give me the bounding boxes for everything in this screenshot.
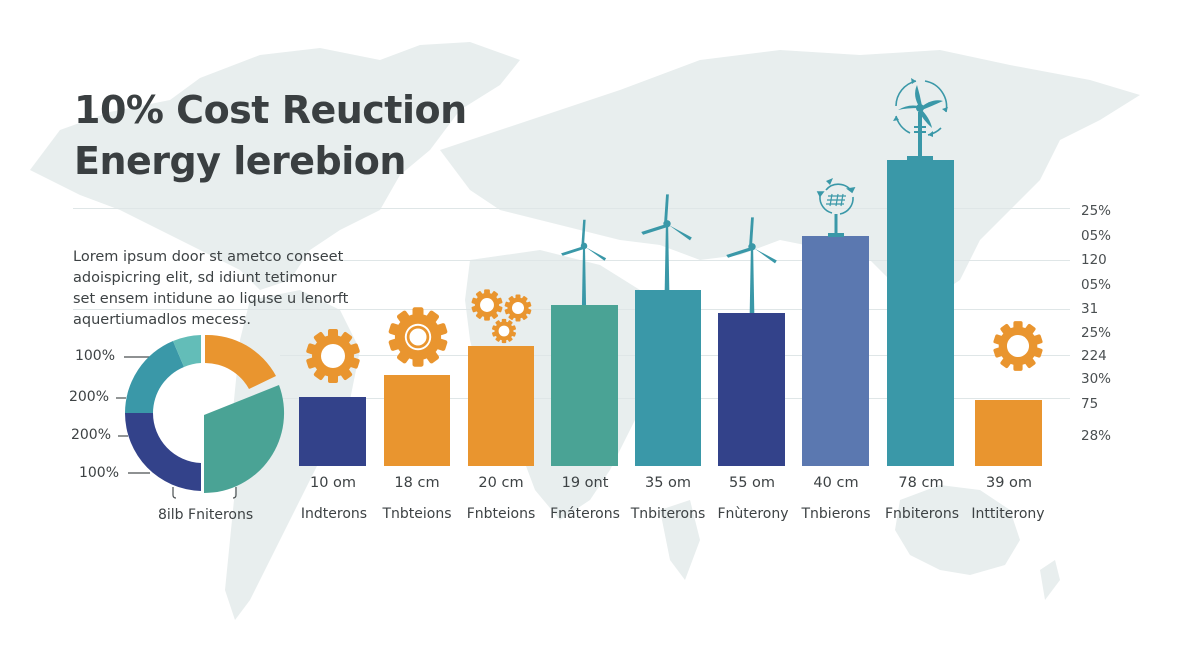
right-axis-label: 05% [1081, 277, 1112, 293]
bar-category-label: Inttiterony [971, 506, 1045, 522]
gear-icon [388, 307, 448, 367]
right-axis-label: 28% [1081, 428, 1112, 444]
bar-value-label: 18 cm [394, 475, 440, 491]
gridline [330, 260, 1070, 261]
donut-slice-navy [124, 413, 201, 491]
bar-category-label: Fnbiterons [885, 506, 959, 522]
bar-value-label: 10 om [309, 475, 357, 491]
donut-graphic [116, 334, 285, 499]
bar-value-label: 55 om [728, 475, 776, 491]
title-line-1: 10% Cost Reuction [74, 88, 467, 132]
bar-8 [887, 160, 954, 466]
right-axis-label: 31 [1081, 301, 1099, 317]
right-axis-label: 75 [1081, 396, 1099, 412]
right-axis-label: 05% [1081, 228, 1112, 244]
donut-slice-green-teal [204, 385, 285, 494]
bar-category-label: Tnbierons [801, 506, 871, 522]
bar-2 [384, 375, 450, 466]
bar-7 [802, 236, 869, 466]
wind-turbine-icon [726, 217, 777, 313]
right-axis-label: 25% [1081, 203, 1112, 219]
wind-turbine-icon [561, 219, 607, 305]
description-text: Lorem ipsum door st ametco conseet adois… [73, 247, 353, 331]
bar-value-label: 40 cm [813, 475, 859, 491]
pie-label: 100% [74, 348, 115, 364]
bar-value-label: 35 om [644, 475, 692, 491]
bar-category-label: Indterons [300, 506, 368, 522]
right-axis-label: 120 [1081, 252, 1107, 268]
bar-category-label: Fnùterony [717, 506, 789, 522]
gear-cluster-icon [471, 289, 532, 344]
bar-value-label: 39 om [985, 475, 1033, 491]
wind-turbine-recycle-icon [893, 78, 948, 161]
bar-value-label: 20 cm [478, 475, 524, 491]
pie-label: 100% [78, 465, 119, 481]
donut-slice-light-teal [173, 335, 201, 367]
right-axis-label: 224 [1081, 348, 1107, 364]
bar-category-label: Tnbteions [382, 506, 452, 522]
donut-slice-teal [125, 341, 184, 413]
description-line: Lorem ipsum door st ametco conseet [73, 249, 344, 265]
bar-9 [975, 400, 1042, 466]
gear-icon [992, 321, 1044, 371]
bar-value-label: 78 cm [898, 475, 944, 491]
pie-label: 200% [68, 389, 109, 405]
description-line: adoispicring elit, sd idiunt tetimonur [73, 270, 337, 286]
solar-recycle-icon [816, 178, 856, 237]
pie-label: 200% [70, 427, 111, 443]
gear-icon [305, 329, 361, 383]
description-line: set ensem intidune ao liquse u lenorft [73, 291, 349, 307]
bar-1 [299, 397, 366, 466]
right-axis-label: 25% [1081, 325, 1112, 341]
description-line: aquertiumadlos mecess. [73, 312, 252, 328]
bar-6 [718, 313, 785, 466]
wind-turbine-icon [641, 194, 692, 290]
bar-5 [635, 290, 701, 466]
page-title: 10% Cost Reuction Energy lerebion [74, 85, 467, 187]
gridline [73, 208, 1070, 209]
bar-value-label: 19 ont [561, 475, 609, 491]
donut-slice-orange [205, 334, 276, 389]
title-line-2: Energy lerebion [74, 139, 406, 183]
pie-caption: 8ilb Fniterons [158, 507, 254, 523]
bar-4 [551, 305, 618, 466]
bar-category-label: Fnbteions [466, 506, 536, 522]
bar-category-label: Tnbiterons [630, 506, 706, 522]
right-axis-label: 30% [1081, 371, 1112, 387]
bar-3 [468, 346, 534, 466]
bar-category-label: Fnáterons [550, 506, 620, 522]
